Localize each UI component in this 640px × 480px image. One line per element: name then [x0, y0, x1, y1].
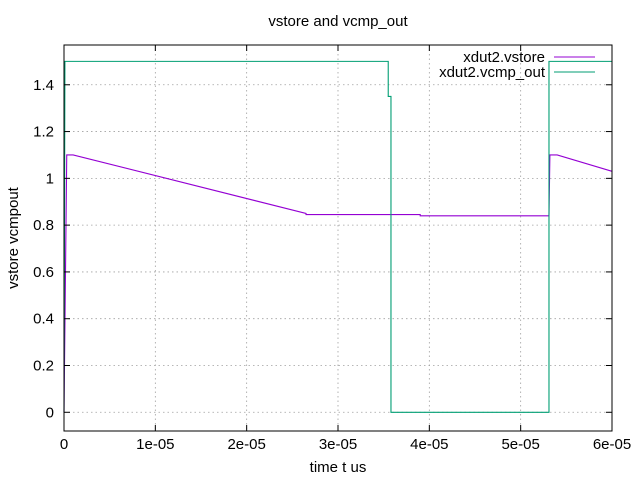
series-line-1: [63, 154, 613, 413]
y-tick-label: 1.2: [33, 124, 54, 141]
y-tick-label: 0.8: [33, 217, 54, 234]
y-tick-label: 0.6: [33, 264, 54, 281]
x-tick-label: 0: [60, 436, 68, 453]
x-axis-ticks: 0 1e-05 2e-05 3e-05 4e-05 5e-05 6e-05: [60, 45, 631, 453]
y-tick-label: 0.4: [33, 311, 54, 328]
grid: [64, 45, 612, 431]
plot-series: [63, 60, 613, 413]
x-tick-label: 4e-05: [410, 436, 448, 453]
x-tick-label: 6e-05: [593, 436, 631, 453]
y-axis-label: vstore vcmpout: [5, 186, 22, 289]
chart-title: vstore and vcmp_out: [268, 13, 408, 30]
plot-frame: [63, 44, 613, 432]
x-tick-label: 3e-05: [319, 436, 357, 453]
y-axis-ticks: 0 0.2 0.4 0.6 0.8 1 1.2 1.4: [33, 77, 612, 421]
series-line-2: [63, 60, 612, 413]
legend-label: xdut2.vcmp_out: [439, 64, 546, 81]
x-tick-label: 1e-05: [136, 436, 174, 453]
y-tick-label: 0: [46, 404, 54, 421]
legend-label: xdut2.vstore: [463, 49, 545, 66]
y-tick-label: 1.4: [33, 77, 54, 94]
x-tick-label: 5e-05: [501, 436, 539, 453]
x-tick-label: 2e-05: [227, 436, 265, 453]
x-axis-label: time t us: [310, 459, 367, 476]
y-tick-label: 1: [46, 170, 54, 187]
y-tick-label: 0.2: [33, 357, 54, 374]
